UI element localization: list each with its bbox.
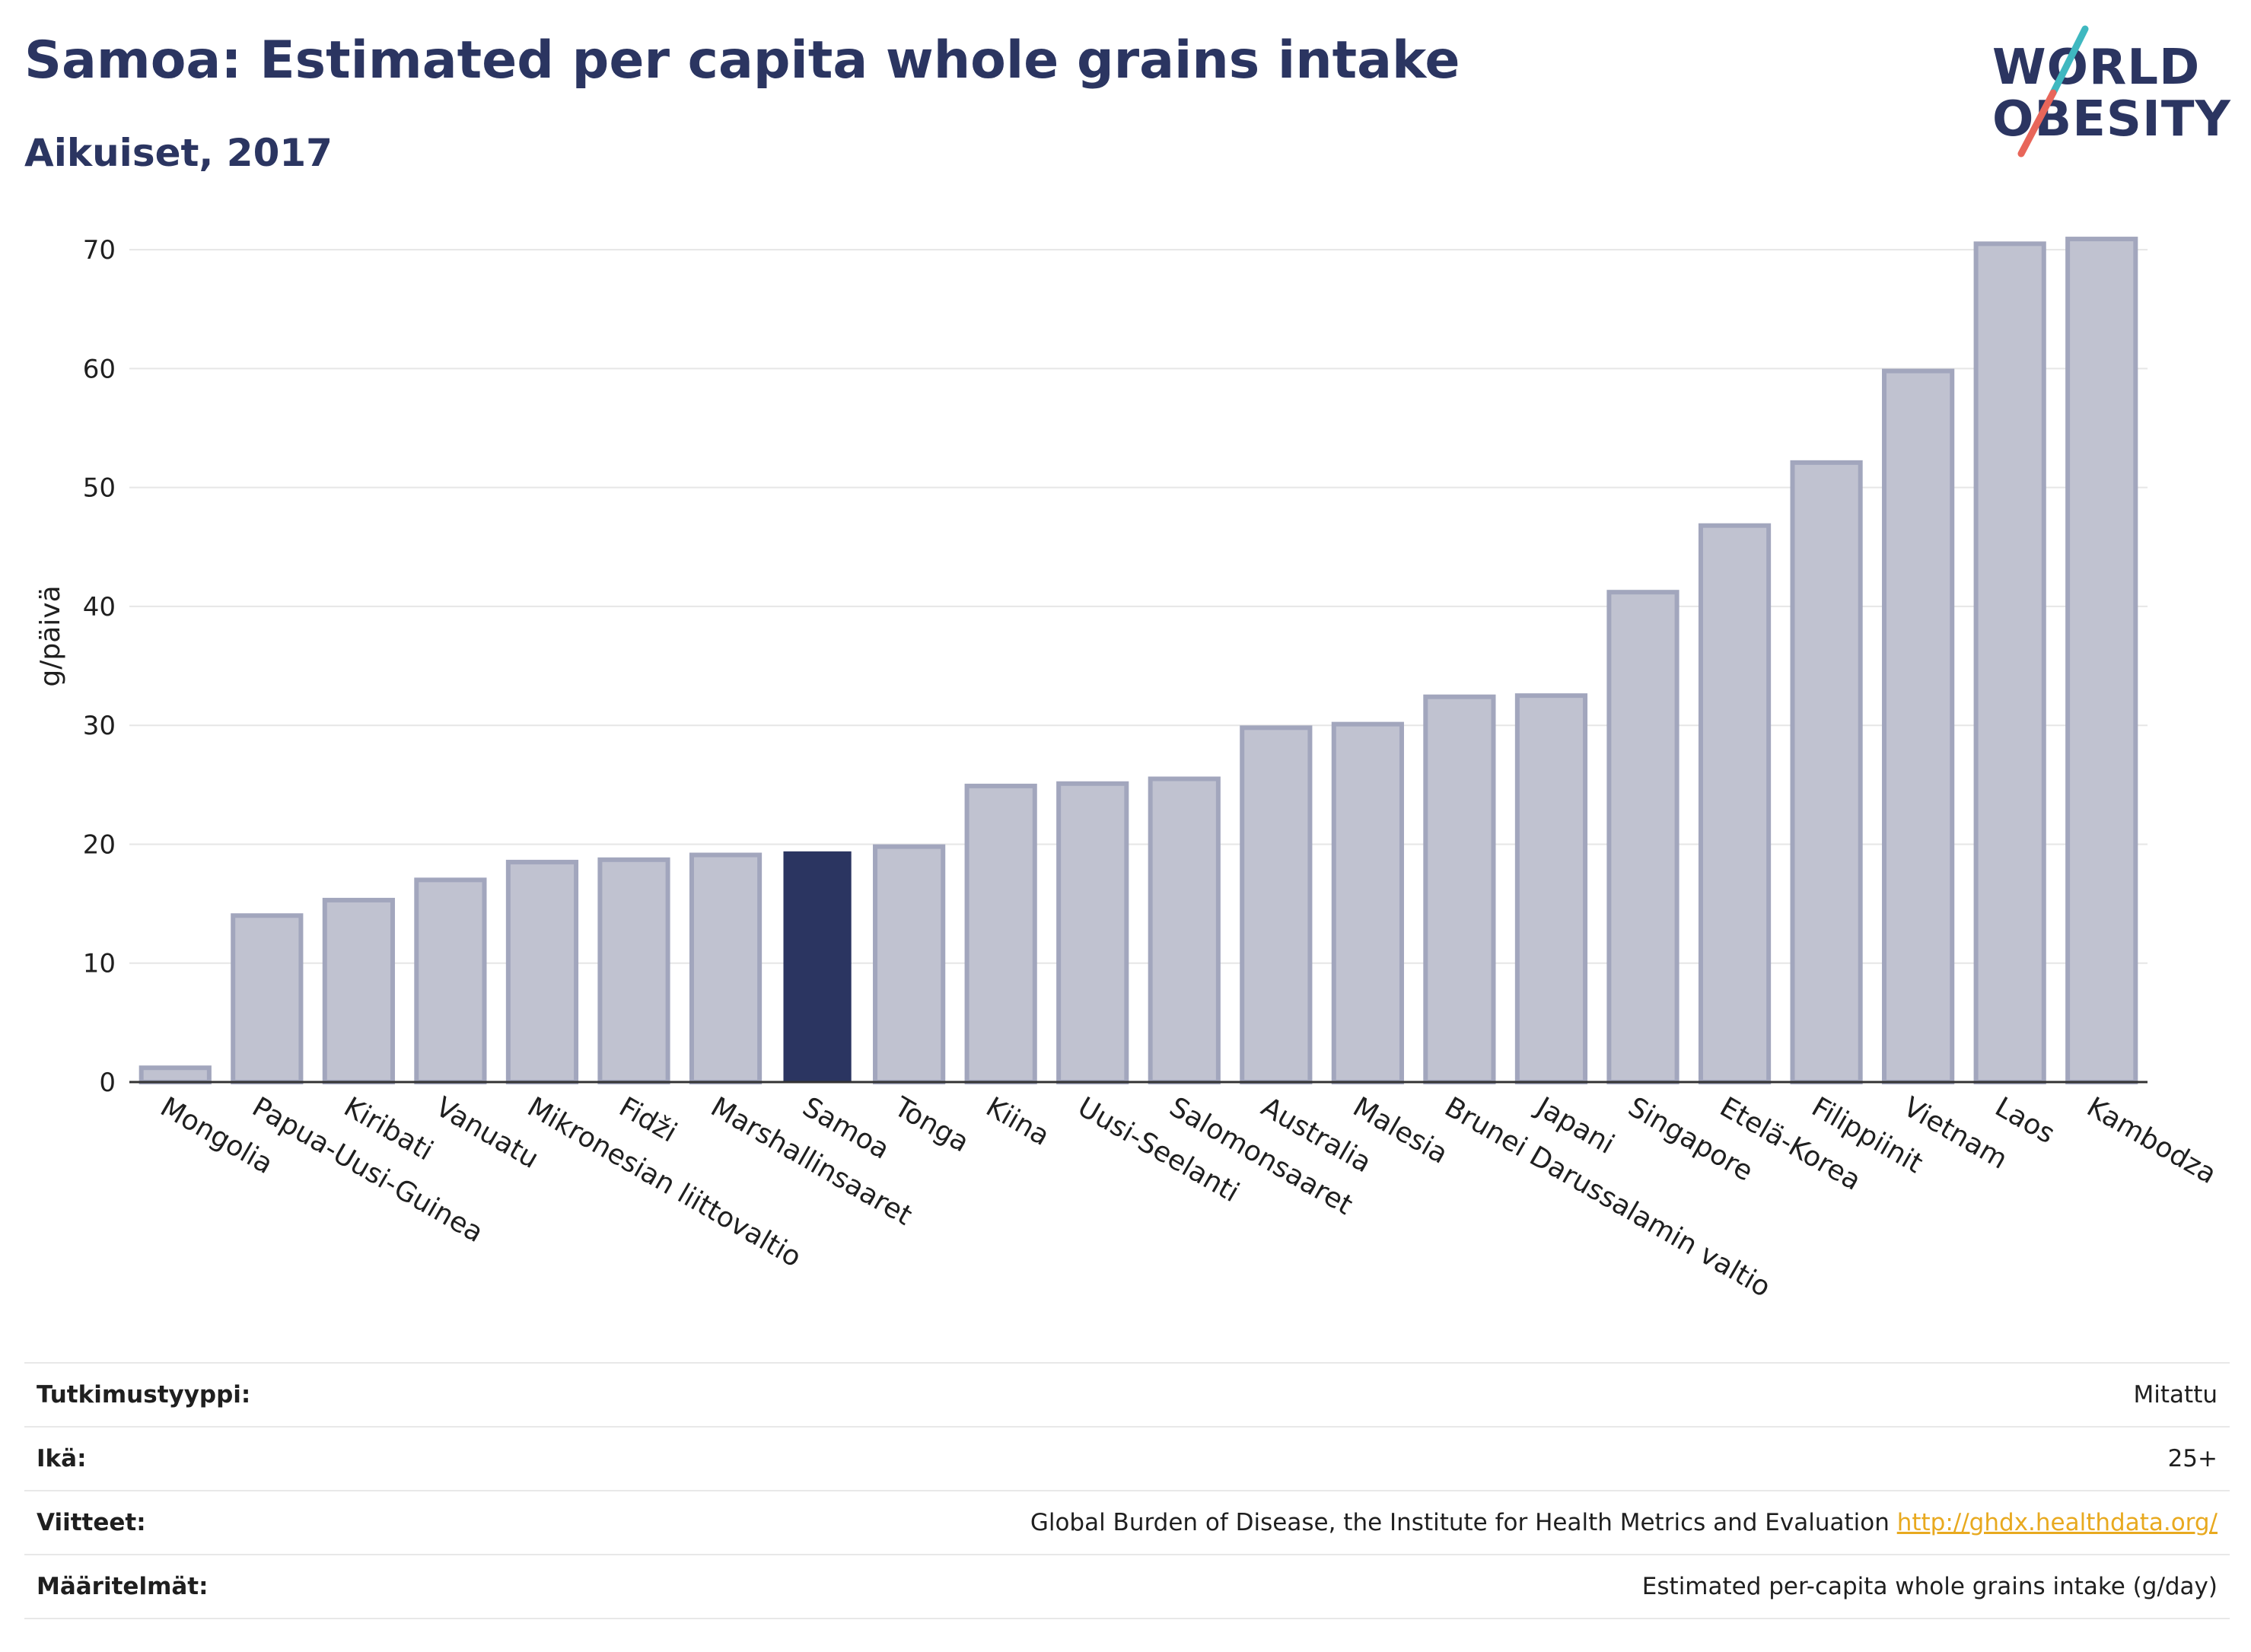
meta-label: Ikä: — [37, 1445, 87, 1472]
bar — [1423, 694, 1496, 1084]
bar — [1331, 721, 1404, 1084]
bar — [1790, 460, 1863, 1084]
metadata-table: Tutkimustyyppi: Mitattu Ikä: 25+ Viittee… — [24, 1362, 2230, 1619]
bar — [231, 913, 304, 1085]
meta-label: Viitteet: — [37, 1509, 146, 1536]
bar — [322, 897, 395, 1084]
chart-subtitle: Aikuiset, 2017 — [24, 131, 333, 175]
bar — [689, 852, 763, 1084]
meta-row-age: Ikä: 25+ — [24, 1426, 2230, 1490]
bar — [1973, 241, 2046, 1085]
bar — [873, 844, 946, 1085]
meta-value: Mitattu — [2133, 1381, 2218, 1408]
meta-row-references: Viitteet: Global Burden of Disease, the … — [24, 1490, 2230, 1554]
bar — [597, 857, 670, 1085]
meta-row-study-type: Tutkimustyyppi: Mitattu — [24, 1362, 2230, 1426]
reference-link[interactable]: http://ghdx.healthdata.org/ — [1896, 1509, 2218, 1536]
logo-text-line1: WORLD — [1992, 40, 2201, 96]
y-tick-label: 40 — [83, 592, 116, 622]
x-tick-label: Uusi-Seelanti — [1072, 1091, 1244, 1208]
x-tick-label: Fidži — [614, 1091, 683, 1148]
x-tick-label: Kiina — [981, 1091, 1055, 1152]
bar — [1606, 590, 1679, 1084]
meta-label: Tutkimustyyppi: — [37, 1381, 251, 1408]
bar — [414, 877, 487, 1084]
bar — [1514, 693, 1588, 1085]
bar — [138, 1065, 212, 1085]
meta-value-with-link: Global Burden of Disease, the Institute … — [1030, 1509, 2230, 1536]
meta-value: Global Burden of Disease, the Institute … — [1030, 1509, 1897, 1536]
bar-chart: 010203040506070g/päiväMongoliaPapua-Uusi… — [35, 235, 2221, 1303]
meta-label: Määritelmät: — [37, 1573, 209, 1600]
y-tick-label: 70 — [83, 235, 116, 266]
bar — [505, 859, 579, 1084]
logo-slash-icon — [2017, 25, 2089, 158]
y-tick-label: 0 — [99, 1068, 116, 1098]
y-axis-label: g/päivä — [35, 585, 66, 686]
bar — [1882, 368, 1955, 1084]
x-tick-label: Tonga — [888, 1091, 974, 1159]
bar — [783, 851, 852, 1082]
meta-value: 25+ — [2167, 1445, 2218, 1472]
world-obesity-logo: WORLD OBESITY — [1992, 23, 2236, 160]
chart-title: Samoa: Estimated per capita whole grains… — [24, 30, 1460, 91]
bar — [1148, 776, 1221, 1085]
bar — [2065, 237, 2138, 1084]
y-tick-label: 10 — [83, 949, 116, 979]
meta-row-definitions: Määritelmät: Estimated per-capita whole … — [24, 1554, 2230, 1619]
bar — [1698, 523, 1772, 1084]
x-tick-label: Vanuatu — [430, 1091, 543, 1175]
bar — [1056, 781, 1129, 1084]
bar — [1240, 725, 1313, 1084]
y-tick-label: 60 — [83, 354, 116, 384]
bar — [964, 783, 1037, 1084]
meta-value: Estimated per-capita whole grains intake… — [1641, 1573, 2218, 1600]
y-tick-label: 20 — [83, 829, 116, 860]
y-tick-label: 30 — [83, 711, 116, 741]
y-tick-label: 50 — [83, 473, 116, 504]
x-tick-label: Kambodza — [2081, 1091, 2221, 1190]
